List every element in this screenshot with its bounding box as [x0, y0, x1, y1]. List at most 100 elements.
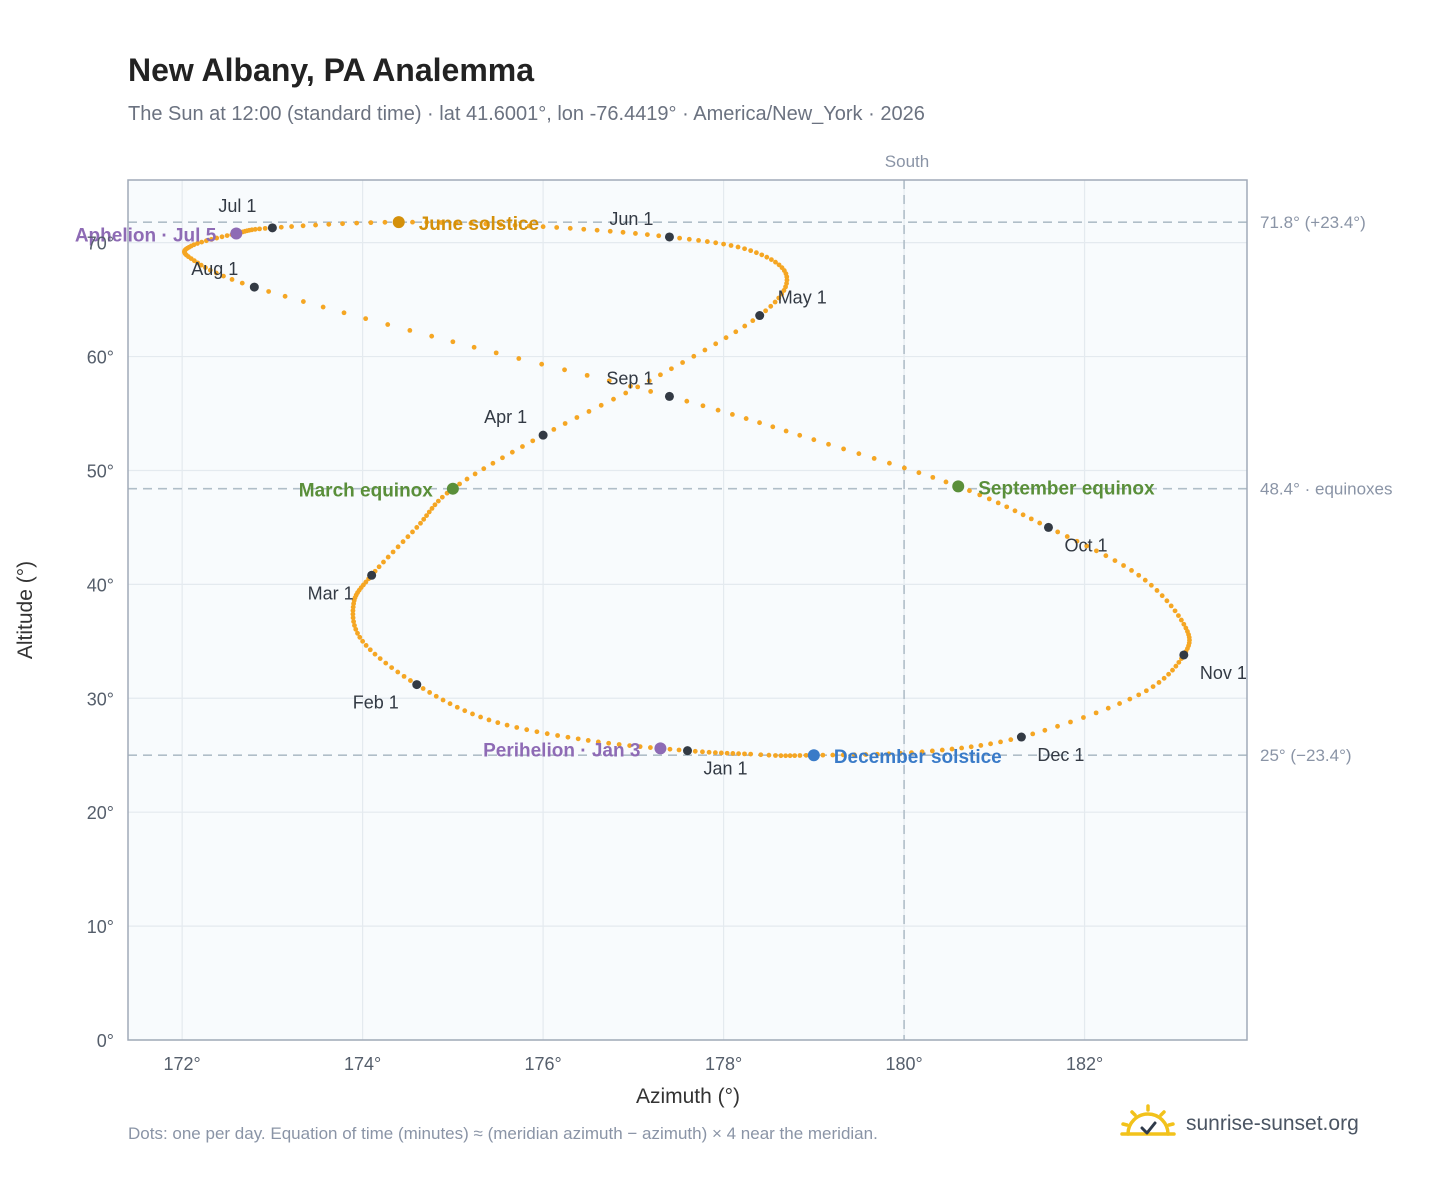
y-tick-label: 10° — [87, 917, 114, 937]
day-dot — [405, 534, 411, 540]
day-dot — [1150, 684, 1156, 689]
day-dot — [1112, 558, 1118, 564]
day-dot — [1176, 659, 1182, 665]
day-dot — [735, 244, 741, 250]
day-dot — [648, 389, 654, 394]
day-dot — [509, 449, 515, 455]
day-dot — [730, 751, 736, 756]
day-dot — [1055, 529, 1061, 535]
day-dot — [376, 564, 382, 570]
day-dot — [628, 383, 633, 389]
day-dot — [209, 236, 214, 242]
y-tick-label: 40° — [87, 575, 114, 595]
day-dot — [669, 366, 674, 372]
day-dot — [377, 656, 383, 662]
axis-ticks: 172° 174° 176° 178° 180° 182° 0° 10° 20° 30° 40° 50… — [87, 213, 1393, 1074]
day-dot — [1164, 598, 1170, 604]
day-dot — [897, 750, 903, 756]
day-dot — [554, 225, 560, 230]
plot-frame — [127, 179, 1248, 1041]
x-tick-label: 178° — [705, 1054, 742, 1074]
day-dot — [988, 741, 993, 747]
day-dot — [555, 733, 561, 738]
day-dot — [1004, 504, 1010, 510]
day-dot — [676, 747, 682, 753]
day-dot — [1012, 508, 1018, 514]
day-dot — [1008, 737, 1014, 743]
day-dot — [702, 347, 708, 353]
day-dot — [439, 494, 445, 500]
day-dot — [803, 752, 809, 758]
day-dot — [363, 643, 369, 648]
day-dot — [696, 238, 701, 243]
day-dot — [453, 220, 459, 226]
day-dot — [706, 749, 712, 755]
day-dot — [998, 739, 1003, 745]
day-dot — [567, 225, 573, 231]
day-dot — [680, 360, 685, 365]
day-dot — [432, 502, 438, 508]
day-dot — [512, 222, 518, 228]
day-dot — [562, 367, 567, 373]
day-dot — [350, 615, 356, 621]
sun-check-icon — [1120, 1104, 1176, 1136]
day-dot — [995, 500, 1001, 506]
day-dot — [498, 222, 503, 227]
day-dot — [471, 344, 477, 350]
event-label: June solstice — [419, 214, 539, 235]
day-dot — [410, 219, 415, 225]
day-dot — [1173, 663, 1179, 669]
day-dot — [202, 265, 208, 270]
day-dot — [360, 638, 366, 644]
meridian-label: South — [885, 152, 929, 171]
brand-name[interactable]: sunrise-sunset.org — [1186, 1112, 1359, 1135]
day-dot — [447, 701, 453, 707]
day-dot — [462, 708, 468, 714]
day-dot — [454, 704, 460, 710]
day-dot — [949, 746, 955, 752]
day-dot — [289, 224, 294, 229]
day-dot — [724, 750, 730, 756]
event-label: Perihelion · Jan 3 — [483, 740, 640, 761]
day-dot — [199, 239, 205, 245]
month-label: Nov 1 — [1200, 663, 1247, 683]
day-dot — [429, 333, 435, 339]
day-dot — [929, 748, 935, 754]
x-tick-label: 174° — [344, 1054, 381, 1074]
day-dot — [686, 236, 692, 242]
event-label: December solstice — [834, 747, 1002, 768]
day-dot — [354, 220, 360, 226]
day-dot — [1143, 688, 1149, 694]
day-dot — [943, 479, 949, 485]
day-dot — [313, 222, 318, 228]
markers: Jan 1 Feb 1 Mar 1 Apr 1 May 1 Jun 1 Jul 1 Aug 1… — [75, 196, 1247, 779]
month-label: Dec 1 — [1037, 745, 1084, 765]
day-dot — [787, 753, 793, 759]
reference-line-label: 48.4° · equinoxes — [1260, 480, 1393, 499]
day-dot — [1064, 534, 1070, 539]
day-dot — [278, 224, 284, 230]
y-axis-label: Altitude (°) — [14, 561, 37, 659]
day-dot — [221, 273, 226, 279]
day-dot — [1074, 538, 1080, 544]
x-tick-label: 180° — [885, 1054, 922, 1074]
brand[interactable]: sunrise-sunset.org — [1120, 1100, 1359, 1148]
day-dot — [778, 753, 784, 759]
day-dot — [773, 259, 778, 265]
day-dot — [1148, 582, 1154, 588]
day-dot — [401, 673, 407, 679]
day-dot — [478, 714, 483, 720]
day-dot — [341, 310, 347, 316]
day-dot — [692, 748, 698, 754]
day-dot — [421, 516, 427, 522]
day-dot — [320, 304, 326, 310]
day-dot — [266, 289, 272, 294]
day-dot — [586, 409, 592, 414]
day-dot — [646, 378, 652, 384]
day-dot — [779, 291, 785, 297]
x-tick-label: 172° — [164, 1054, 201, 1074]
month-label: Jul 1 — [218, 196, 256, 216]
day-dot — [607, 228, 613, 234]
day-dot — [773, 753, 778, 758]
day-dot — [764, 254, 770, 260]
